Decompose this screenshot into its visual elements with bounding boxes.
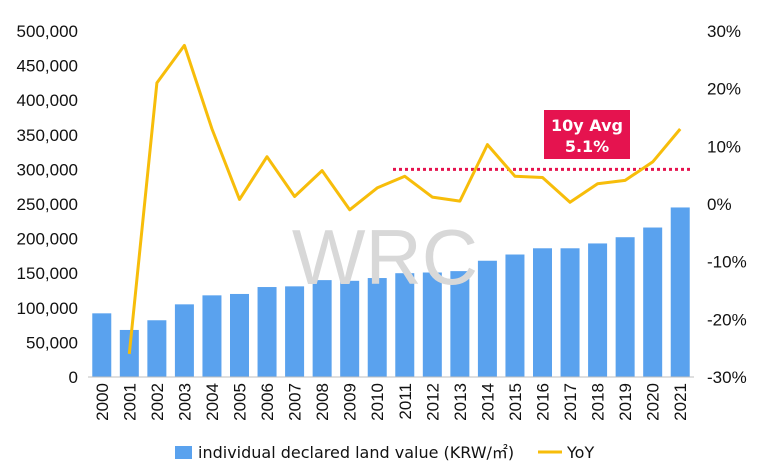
x-tick-label: 2011 [396, 383, 415, 420]
x-tick-label: 2018 [589, 383, 608, 421]
bar-2002 [147, 320, 167, 377]
bar-2005 [230, 293, 249, 377]
y-left-tick-label: 400,000 [17, 91, 78, 110]
y-right-tick-label: 10% [707, 137, 741, 156]
legend: individual declared land value (KRW/㎡) Y… [175, 443, 594, 462]
x-tick-label: 2006 [258, 383, 277, 421]
avg-annotation-value: 5.1% [565, 137, 609, 156]
axes-layer: 2000 2001 2002 2003 2004 2005 2006 2007 2008 2009… [17, 22, 747, 421]
bar-2019 [615, 237, 635, 377]
bar-2010 [367, 278, 387, 377]
bar-2014 [477, 260, 497, 377]
y-right-tick-label: 30% [707, 22, 741, 41]
x-tick-label: 2019 [616, 383, 635, 421]
bars-layer [92, 207, 690, 377]
bar-2007 [285, 286, 305, 377]
bar-2018 [588, 243, 608, 377]
x-tick-label: 2020 [644, 383, 663, 421]
bar-2009 [340, 280, 360, 377]
y-right-tick-label: -30% [707, 368, 747, 387]
bar-2011 [395, 273, 415, 377]
x-tick-label: 2021 [671, 383, 690, 421]
bar-2000 [92, 313, 112, 377]
avg-annotation: 10y Avg 5.1% [544, 110, 630, 159]
x-tick-label: 2017 [561, 383, 580, 421]
y-left-tick-label: 150,000 [17, 264, 78, 283]
x-tick-label: 2003 [175, 383, 194, 421]
y-left-tick-label: 300,000 [17, 160, 78, 179]
bar-2008 [312, 280, 332, 377]
bar-2017 [560, 248, 580, 377]
legend-line-label: YoY [566, 443, 594, 462]
x-tick-label: 2016 [534, 383, 553, 421]
x-tick-label: 2013 [451, 383, 470, 421]
y-right-tick-label: 20% [707, 80, 741, 99]
y-left-tick-label: 50,000 [26, 333, 78, 352]
x-tick-label: 2007 [286, 383, 305, 421]
y-left-tick-label: 500,000 [17, 22, 78, 41]
bar-2013 [450, 271, 470, 377]
yoy-line [127, 43, 682, 355]
x-tick-label: 2014 [478, 383, 497, 421]
x-tick-label: 2015 [506, 383, 525, 421]
x-tick-label: 2001 [120, 383, 139, 421]
x-tick-label: 2004 [203, 383, 222, 421]
x-tick-label: 2008 [313, 383, 332, 421]
bar-2021 [670, 207, 690, 377]
y-left-tick-label: 350,000 [17, 126, 78, 145]
y-left-tick-label: 200,000 [17, 230, 78, 249]
x-tick-label: 2005 [231, 383, 250, 421]
bar-2004 [202, 295, 222, 377]
x-tick-label: 2000 [93, 383, 112, 421]
bar-2020 [643, 227, 663, 377]
x-tick-label: 2009 [341, 383, 360, 421]
y-right-tick-label: 0% [707, 195, 732, 214]
bar-2016 [533, 248, 552, 377]
x-tick-label: 2012 [423, 383, 442, 421]
legend-bar-label: individual declared land value (KRW/㎡) [198, 443, 514, 462]
watermark: WRC [292, 213, 478, 301]
bar-2015 [505, 254, 525, 377]
y-left-tick-label: 250,000 [17, 195, 78, 214]
yoy-line-layer [127, 43, 682, 355]
y-left-tick-label: 100,000 [17, 299, 78, 318]
y-right-tick-label: -20% [707, 310, 747, 329]
y-left-tick-label: 450,000 [17, 57, 78, 76]
bar-2012 [422, 272, 442, 377]
x-tick-label: 2002 [148, 383, 167, 421]
y-right-tick-label: -10% [707, 253, 747, 272]
legend-bar-swatch [175, 446, 192, 459]
x-tick-label: 2010 [368, 383, 387, 421]
avg-annotation-title: 10y Avg [551, 116, 623, 135]
y-left-tick-label: 0 [69, 368, 78, 387]
avg-annotation-box [544, 110, 630, 159]
bar-2006 [257, 287, 277, 377]
bar-2003 [174, 304, 194, 377]
